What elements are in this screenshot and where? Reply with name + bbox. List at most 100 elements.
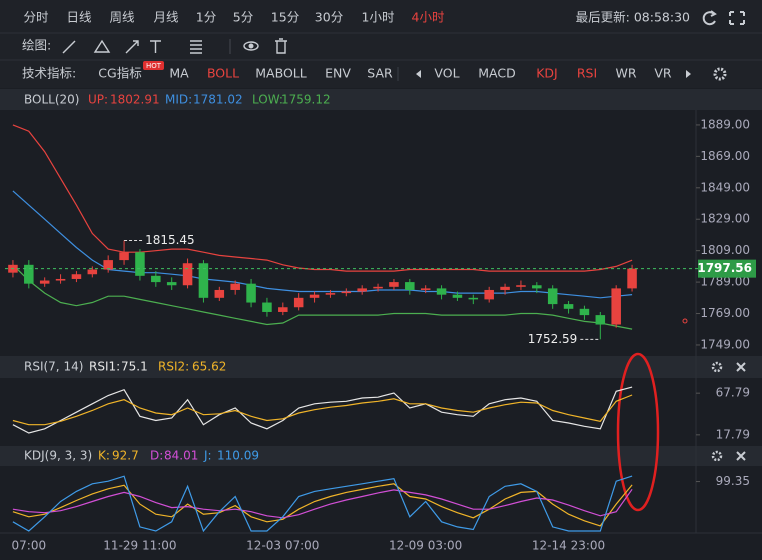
candle-body	[198, 263, 209, 298]
series-line	[12, 190, 633, 299]
y-tick-label: 1869.00	[700, 149, 750, 163]
plot-clip-group	[8, 124, 637, 340]
period-tab[interactable]: 1小时	[362, 10, 395, 25]
legend-value: 1802.91	[110, 93, 160, 107]
candle-body	[103, 260, 113, 270]
legend-name: UP:	[88, 93, 108, 107]
y-tick-label: 1769.00	[700, 306, 750, 320]
refresh-icon[interactable]	[702, 10, 717, 26]
y-tick-label: 1809.00	[700, 243, 750, 257]
period-tab[interactable]: 4小时	[412, 10, 445, 25]
y-tick-label: 67.79	[716, 386, 750, 400]
panel-title: KDJ(9, 3, 3)	[24, 449, 92, 463]
candle-body	[389, 282, 399, 287]
candle-body	[516, 285, 526, 287]
candle-body	[627, 268, 637, 289]
candle-body	[452, 294, 463, 298]
legend-value: 92.7	[112, 449, 139, 463]
candle-body	[405, 282, 415, 290]
main-indicator[interactable]: MA	[169, 66, 189, 81]
legend-value: 1781.02	[193, 93, 243, 107]
x-tick-label: 12-09 03:00	[389, 539, 462, 553]
series-line	[12, 475, 633, 532]
scroll-left[interactable]	[416, 70, 421, 78]
sub-indicator[interactable]: RSI	[577, 66, 597, 81]
candle-body	[293, 297, 304, 308]
main-indicator[interactable]: ENV	[325, 66, 351, 81]
y-tick-label: 99.35	[716, 474, 750, 488]
y-tick-label: 1849.00	[700, 180, 750, 194]
candle-body	[309, 294, 320, 298]
low-label: 1752.59	[528, 332, 578, 346]
drawing-tools[interactable]	[62, 38, 287, 54]
period-tab[interactable]: 月线	[153, 10, 179, 25]
candle-body	[468, 297, 479, 300]
main-indicator[interactable]: CG指标	[98, 66, 141, 81]
panel-title: BOLL(20)	[24, 93, 79, 107]
candle-body	[230, 283, 240, 290]
hot-badge-bg	[143, 61, 164, 70]
last-update: 最后更新: 08:58:30	[576, 10, 690, 25]
candle-body	[71, 274, 82, 279]
header-band	[0, 356, 762, 378]
candle-body	[135, 252, 145, 276]
period-tab[interactable]: 周线	[109, 10, 135, 25]
header-band	[0, 446, 762, 466]
sub-indicator[interactable]: VOL	[434, 66, 459, 81]
sub-indicator[interactable]: WR	[615, 66, 636, 81]
indicators-label: 技术指标:	[22, 66, 76, 81]
candle-body	[119, 252, 129, 261]
candle-body	[373, 286, 383, 289]
x-tick-label: 07:00	[12, 539, 47, 553]
series-line	[12, 264, 633, 330]
header-band	[0, 89, 762, 110]
candle-body	[500, 286, 510, 290]
main-indicator[interactable]: MABOLL	[255, 66, 306, 81]
x-tick-label: 12-14 23:00	[532, 539, 605, 553]
x-tick-label: 11-29 11:00	[103, 539, 176, 553]
hot-badge: HOT	[146, 62, 162, 70]
settings-icon[interactable]	[711, 361, 723, 373]
candle-body	[547, 288, 558, 305]
last-price-box	[698, 259, 756, 278]
candle-body	[166, 282, 177, 286]
settings-icon[interactable]	[711, 450, 723, 462]
legend-value: 110.09	[217, 449, 259, 463]
main-indicator[interactable]: BOLL	[207, 66, 239, 81]
x-tick-label: 12-03 07:00	[246, 539, 319, 553]
panel-title: RSI(7, 14)	[24, 360, 83, 374]
series-line	[12, 394, 633, 426]
candle-body	[214, 289, 225, 298]
settings-icon[interactable]	[713, 67, 727, 81]
sub-indicator[interactable]: VR	[654, 66, 672, 81]
close-icon[interactable]	[736, 362, 746, 372]
candle-body	[611, 288, 621, 325]
candle-body	[39, 280, 50, 284]
candle-body	[357, 288, 367, 292]
period-tab[interactable]: 1分	[196, 10, 216, 25]
highlight-ellipse	[616, 352, 660, 512]
legend-name: RSI1:	[89, 360, 120, 374]
legend-value: 1759.12	[281, 93, 331, 107]
legend-name: D:	[150, 449, 163, 463]
period-tab[interactable]: 30分	[315, 10, 343, 25]
candle-body	[484, 289, 494, 300]
sub-indicator[interactable]: KDJ	[536, 66, 558, 81]
close-icon[interactable]	[736, 451, 746, 461]
period-tab[interactable]: 分时	[23, 10, 49, 25]
series-line	[12, 488, 633, 519]
expand-icon[interactable]	[729, 11, 745, 25]
period-tab[interactable]: 5分	[233, 10, 253, 25]
drawing-label: 绘图:	[22, 38, 51, 53]
sub-indicator[interactable]: MACD	[478, 66, 515, 81]
marker	[682, 318, 688, 324]
legend-value: 75.1	[121, 360, 148, 374]
candle-body	[278, 307, 288, 312]
period-tab[interactable]: 15分	[271, 10, 299, 25]
period-tab[interactable]: 日线	[66, 10, 92, 25]
candle-body	[151, 275, 161, 283]
scroll-right[interactable]	[686, 70, 691, 78]
main-indicator[interactable]: SAR	[367, 66, 393, 81]
legend-name: MID:	[165, 93, 192, 107]
